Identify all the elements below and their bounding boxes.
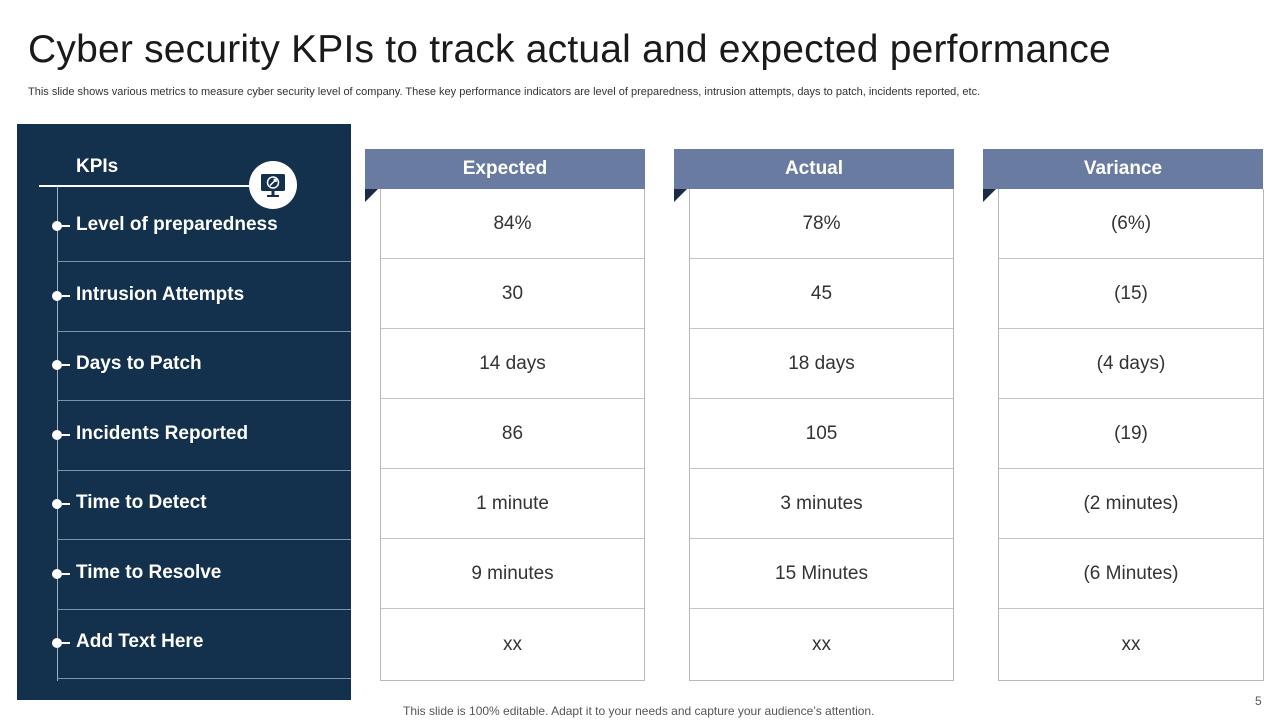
kpi-label: Intrusion Attempts: [76, 283, 245, 305]
table-cell: 18 days: [690, 329, 953, 399]
kpi-row: Time to Resolve: [52, 540, 351, 610]
table-cell: (6 Minutes): [999, 539, 1263, 609]
kpi-label: Level of preparedness: [76, 214, 278, 235]
table-cell: 45: [690, 259, 953, 329]
kpi-label: Incidents Reported: [76, 422, 249, 444]
table-cell: (6%): [999, 189, 1263, 259]
column-header-expected: Expected: [365, 149, 645, 202]
bullet-dot-icon: [52, 429, 70, 440]
kpi-row: Intrusion Attempts: [52, 262, 351, 332]
kpi-row: Add Text Here: [52, 609, 351, 679]
table-cell: 105: [690, 399, 953, 469]
bullet-dot-icon: [52, 221, 70, 231]
slide-subtitle: This slide shows various metrics to meas…: [28, 86, 981, 98]
column-header-actual: Actual: [674, 149, 954, 202]
bullet-dot-icon: [52, 638, 70, 648]
bullet-dot-icon: [52, 360, 70, 370]
kpi-label: Time to Detect: [76, 492, 207, 513]
table-cell: (4 days): [999, 329, 1263, 399]
bullet-dot-icon: [52, 568, 70, 579]
slide-title: Cyber security KPIs to track actual and …: [28, 28, 1111, 71]
table-cell: xx: [812, 634, 831, 655]
column-header-variance: Variance: [983, 149, 1263, 202]
table-cell: xx: [1121, 634, 1141, 655]
page-number: 5: [1255, 694, 1262, 708]
table-cell: 14 days: [381, 329, 644, 399]
column-expected: 84% 30 14 days 86 1 minute 9 minutes xx: [380, 189, 645, 681]
kpi-heading-underline: [39, 185, 249, 187]
kpi-row: Level of preparedness: [52, 192, 351, 262]
table-cell: xx: [503, 634, 522, 655]
kpi-label: Time to Resolve: [76, 561, 222, 583]
bullet-dot-icon: [52, 290, 70, 301]
table-cell: 3 minutes: [690, 469, 953, 539]
kpi-heading: KPIs: [76, 156, 119, 177]
kpi-row: Time to Detect: [52, 470, 351, 540]
table-cell: 30: [381, 259, 644, 329]
table-cell: (15): [999, 259, 1263, 329]
table-cell: 1 minute: [381, 469, 644, 539]
table-cell: (2 minutes): [999, 469, 1263, 539]
kpi-row: Incidents Reported: [52, 401, 351, 471]
table-cell: (19): [999, 399, 1263, 469]
footer-note: This slide is 100% editable. Adapt it to…: [403, 704, 875, 718]
kpi-panel: KPIs Level of preparedness Intrusion Atte…: [17, 124, 351, 700]
bullet-dot-icon: [52, 499, 70, 509]
kpi-label: Add Text Here: [76, 631, 204, 652]
column-variance: (6%) (15) (4 days) (19) (2 minutes) (6 Minute…: [998, 189, 1264, 681]
table-cell: 78%: [690, 189, 953, 259]
kpi-label: Days to Patch: [76, 353, 202, 374]
table-cell: 15 Minutes: [690, 539, 953, 609]
table-cell: 84%: [381, 189, 644, 259]
table-cell: 86: [381, 399, 644, 469]
column-actual: 78% 45 18 days 105 3 minutes 15 Minutes xx: [689, 189, 954, 681]
table-cell: 9 minutes: [381, 539, 644, 609]
kpi-row: Days to Patch: [52, 331, 351, 401]
monitor-security-icon: [249, 161, 297, 209]
